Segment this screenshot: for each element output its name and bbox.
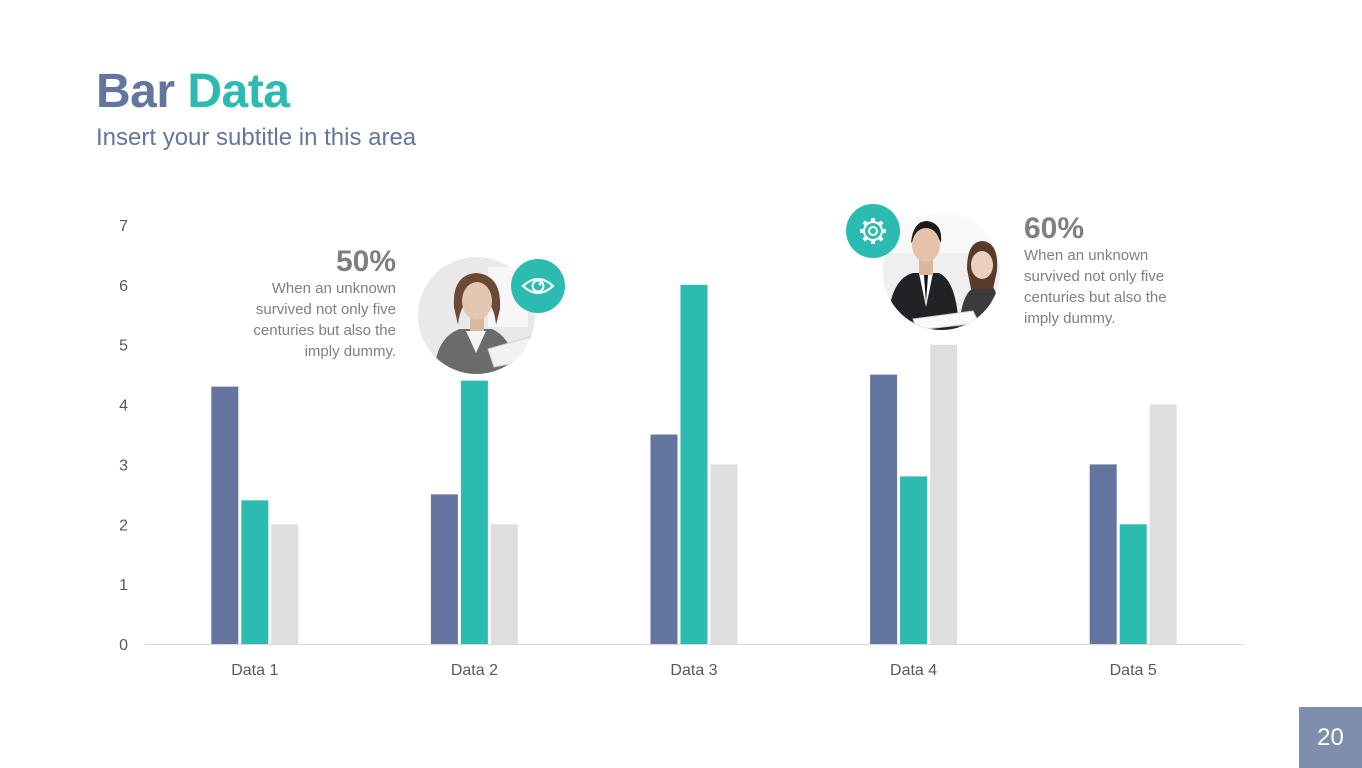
- bar: [241, 500, 269, 644]
- callout-left-line: centuries but also the: [253, 322, 396, 339]
- callout-left-description: When an unknown survived not only five c…: [226, 278, 396, 362]
- y-tick-label: 2: [119, 517, 128, 534]
- x-tick-label: Data 5: [1110, 662, 1157, 679]
- x-tick-label: Data 2: [451, 662, 498, 679]
- y-tick-label: 0: [119, 637, 128, 654]
- bar: [211, 386, 239, 644]
- title-word-bar: Bar: [96, 65, 175, 118]
- bar: [650, 434, 678, 644]
- callout-left-line: imply dummy.: [304, 343, 396, 360]
- eye-icon: [511, 259, 565, 313]
- bar: [271, 524, 299, 644]
- y-tick-label: 1: [119, 577, 128, 594]
- bar: [900, 476, 928, 644]
- callout-right-percent: 60%: [1024, 212, 1085, 245]
- slide-title: Bar Data: [96, 62, 290, 122]
- y-tick-label: 3: [119, 457, 128, 474]
- x-tick-label: Data 4: [890, 662, 937, 679]
- callout-right-description: When an unknown survived not only five c…: [1024, 245, 1204, 329]
- gear-icon: [846, 204, 900, 258]
- callout-right-line: When an unknown: [1024, 247, 1149, 264]
- bar: [930, 344, 958, 644]
- x-tick-label: Data 1: [231, 662, 278, 679]
- y-tick-label: 5: [119, 338, 128, 355]
- title-word-data: Data: [187, 65, 290, 118]
- bar: [430, 494, 458, 644]
- y-tick-label: 6: [119, 278, 128, 295]
- callout-right-line: centuries but also the: [1024, 289, 1167, 306]
- callout-right-line: imply dummy.: [1024, 310, 1116, 327]
- callout-left-line: When an unknown: [271, 280, 396, 297]
- y-tick-label: 7: [119, 218, 128, 235]
- bar: [1149, 404, 1177, 644]
- callout-left-percent: 50%: [335, 245, 396, 278]
- bar: [490, 524, 518, 644]
- bar: [1119, 524, 1147, 644]
- callout-right-line: survived not only five: [1024, 268, 1165, 285]
- callout-right: 60% When an unknown survived not only fi…: [1024, 213, 1204, 329]
- slide-subtitle: Insert your subtitle in this area: [96, 124, 417, 151]
- callout-left-line: survived not only five: [255, 301, 396, 318]
- photo-business-meeting: [883, 213, 1000, 330]
- callout-left: 50% When an unknown survived not only fi…: [226, 246, 396, 362]
- bar: [870, 374, 898, 644]
- page-number: 20: [1299, 707, 1362, 768]
- y-tick-label: 4: [119, 398, 128, 415]
- bar: [710, 464, 738, 644]
- bar: [460, 380, 488, 644]
- x-tick-label: Data 3: [670, 662, 717, 679]
- photo-woman-laptop: [418, 257, 535, 374]
- bar: [680, 284, 708, 644]
- bar: [1089, 464, 1117, 644]
